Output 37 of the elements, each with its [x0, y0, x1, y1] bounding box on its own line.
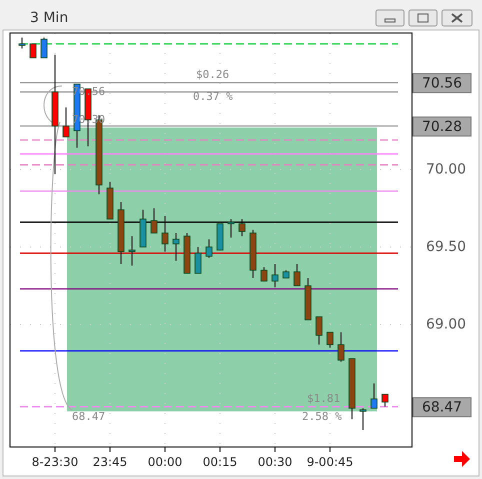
- candlestick: [382, 394, 388, 408]
- ref-line-label: 68.47: [422, 400, 462, 416]
- candlestick: [294, 264, 300, 286]
- candlestick: [338, 332, 344, 362]
- candlestick: [18, 37, 26, 50]
- annotation: 68.47: [72, 410, 106, 423]
- candlestick: [316, 316, 322, 346]
- candlestick: [370, 382, 378, 409]
- x-tick-label: 8-23:30: [32, 455, 78, 469]
- y-tick-label: 69.50: [426, 238, 466, 255]
- candlestick: [194, 246, 202, 274]
- annotation: 2.58 %: [302, 410, 342, 423]
- y-tick-label: 69.00: [426, 316, 466, 333]
- candlestick: [360, 408, 366, 430]
- candlestick: [272, 264, 278, 288]
- chart-title: 3 Min: [30, 10, 68, 26]
- candlestick: [260, 266, 268, 282]
- annotation: 70.30: [72, 112, 106, 126]
- annotation: $0.26: [196, 68, 230, 81]
- x-tick-label: 00:30: [258, 455, 292, 469]
- x-tick-label: 9-00:45: [306, 455, 354, 469]
- candlestick: [30, 43, 36, 58]
- x-tick-label: 00:15: [202, 455, 238, 469]
- annotation: 70.56: [72, 85, 106, 98]
- annotation: 0.37 %: [193, 90, 234, 103]
- ref-line-label: 70.56: [422, 76, 462, 92]
- candlestick: [172, 232, 180, 262]
- candlestick: [206, 238, 212, 258]
- annotation: $1.81: [307, 392, 340, 406]
- y-tick-label: 70.00: [426, 161, 466, 178]
- candlestick: [40, 37, 48, 58]
- candlestick: [62, 106, 70, 138]
- x-tick-label: 00:00: [148, 455, 182, 469]
- candlestick: [128, 236, 136, 266]
- candlestick: [326, 332, 334, 348]
- x-tick-label: 23:45: [92, 455, 128, 469]
- ref-line-label: 70.28: [422, 119, 462, 136]
